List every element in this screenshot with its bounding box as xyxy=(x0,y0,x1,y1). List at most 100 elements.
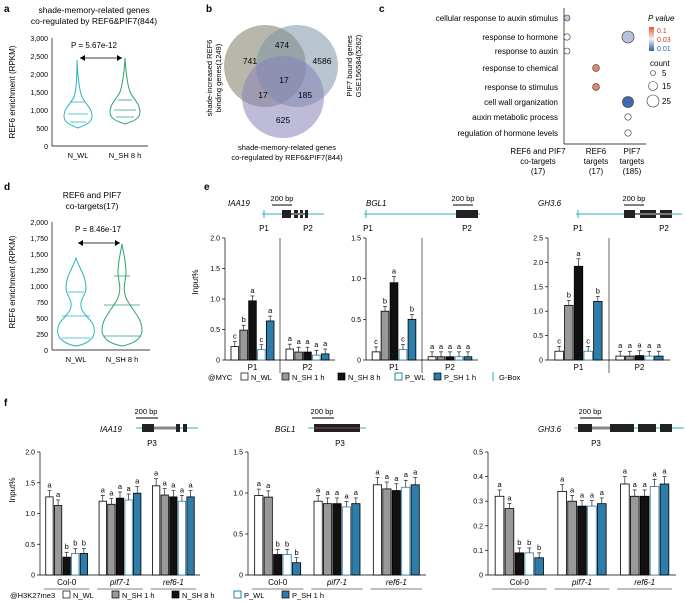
y-tick-label: 0.4 xyxy=(473,474,483,481)
panel-e-legend: @MYC N_WL N_SH 1 h N_SH 8 h P_WL P_SH 1 … xyxy=(208,372,521,382)
y-tick-label: 0 xyxy=(216,358,220,365)
legend-label: N_SH 8 h xyxy=(182,591,215,600)
significance-letter: a xyxy=(590,491,595,500)
y-tick-label: 1.5 xyxy=(210,266,220,273)
venn-count-pif7-only: 4586 xyxy=(313,56,332,66)
bar xyxy=(263,496,273,576)
dot xyxy=(621,30,635,44)
significance-letter: b xyxy=(517,538,521,547)
significance-letter: a xyxy=(344,491,349,500)
bar xyxy=(292,562,302,576)
scale-label: 200 bp xyxy=(452,194,475,203)
bar xyxy=(494,495,505,576)
gene-name: GH3.6 xyxy=(538,425,562,434)
y-tick-label: 1.5 xyxy=(533,284,543,291)
category-label: ref6-1 xyxy=(163,578,184,587)
panel-a-title-line1: shade-memory-related genes xyxy=(38,5,149,15)
significance-letter: a xyxy=(413,468,418,477)
significance-letter: a xyxy=(466,342,471,351)
y-tick-label: 2.5 xyxy=(533,236,543,243)
significance-letter: a xyxy=(570,485,575,494)
venn-label-ref6-line2: binding genes(1249) xyxy=(214,43,223,112)
gene-model-f-gh36: GH3.6 200 bp P3 xyxy=(538,407,684,448)
category-label: ref6-1 xyxy=(386,578,407,587)
significance-letter: a xyxy=(127,484,132,493)
panel-d-arrow xyxy=(78,240,120,246)
venn-count-ref6-pif7: 474 xyxy=(275,40,289,50)
significance-letter: a xyxy=(250,286,255,295)
bar xyxy=(230,346,240,361)
panel-d-y-ticks: 2,000 1,750 1,500 1,250 1,000 750 500 25… xyxy=(30,220,48,355)
legend-label: P_SH 1 h xyxy=(444,373,476,382)
significance-letter: a xyxy=(448,342,453,351)
legend-swatch-p-wl xyxy=(233,590,242,599)
y-tick-label: 0 xyxy=(539,358,543,365)
d-ytick: 1,500 xyxy=(30,252,48,259)
significance-letter: a xyxy=(600,488,605,497)
significance-letter: a xyxy=(657,341,662,350)
dot xyxy=(563,14,571,22)
panel-d-xlabel-wl: N_WL xyxy=(66,355,87,364)
y-tick-label: 0.5 xyxy=(25,542,35,549)
go-term: response to auxin xyxy=(495,47,558,56)
bar xyxy=(567,500,577,576)
venn-count-shade-only: 625 xyxy=(276,115,290,125)
violin-d-sh xyxy=(101,243,143,347)
significance-letter: a xyxy=(404,470,409,479)
gene-model-e-gh36: GH3.6 200 bp P1 P2 xyxy=(538,194,682,233)
bar xyxy=(620,483,630,576)
significance-letter: b xyxy=(537,543,541,552)
bar xyxy=(320,353,330,361)
panel-c-letter: c xyxy=(379,4,385,15)
bar xyxy=(410,484,420,576)
category-label: P2 xyxy=(635,363,645,372)
dotplot-col-label: (185) xyxy=(623,167,642,176)
legend-count-value: 15 xyxy=(662,82,671,91)
category-label: P1 xyxy=(248,363,258,372)
bar xyxy=(323,503,333,576)
legend-label: G-Box xyxy=(499,373,521,382)
scale-label: 200 bp xyxy=(311,407,334,416)
panel-a-y-label: REF6 enrichment (RPKM) xyxy=(8,45,17,138)
gene-name: IAA19 xyxy=(228,199,250,208)
bar xyxy=(398,349,408,361)
legend-count-circle xyxy=(650,70,656,76)
a-ytick: 2,000 xyxy=(30,72,48,79)
primer-label: P3 xyxy=(147,439,157,448)
legend-label: N_WL xyxy=(73,591,94,600)
dot xyxy=(592,83,600,91)
primer-label: P3 xyxy=(335,439,345,448)
legend-swatch-n-sh8 xyxy=(171,590,180,599)
a-ytick: 0 xyxy=(44,144,48,151)
legend-label: N_SH 1 h xyxy=(292,373,325,382)
dotplot-col-label: (17) xyxy=(589,167,604,176)
legend-swatch-n-wl xyxy=(62,590,71,599)
panel-d-y-label: REF6 enrichment (RPKM) xyxy=(8,235,17,328)
dot xyxy=(563,47,571,55)
significance-letter: a xyxy=(375,468,380,477)
y-tick-label: 1.0 xyxy=(533,309,543,316)
venn-count-all-three: 17 xyxy=(279,75,289,85)
bar xyxy=(445,356,455,361)
legend-swatch-n-sh1 xyxy=(111,590,120,599)
dotplot-col-label: targets xyxy=(620,157,644,166)
bar xyxy=(265,320,275,361)
primer-label: P1 xyxy=(259,224,269,233)
significance-letter: a xyxy=(109,489,114,498)
significance-letter: a xyxy=(618,341,623,350)
significance-letter: b xyxy=(596,287,600,296)
bar xyxy=(639,495,650,576)
bar xyxy=(371,351,381,361)
significance-letter: a xyxy=(637,341,642,350)
significance-letter: c xyxy=(374,337,378,346)
y-tick-label: 0.5 xyxy=(351,317,361,324)
d-ytick: 1,250 xyxy=(30,268,48,275)
legend-count-title: count xyxy=(650,59,670,68)
bar xyxy=(625,355,635,361)
venn-count-ref6-shade: 17 xyxy=(258,90,268,100)
scale-label: 200 bp xyxy=(623,194,646,203)
go-term: response to chemical xyxy=(482,64,558,73)
panel-d-pvalue: P = 8.46e-17 xyxy=(75,225,121,234)
